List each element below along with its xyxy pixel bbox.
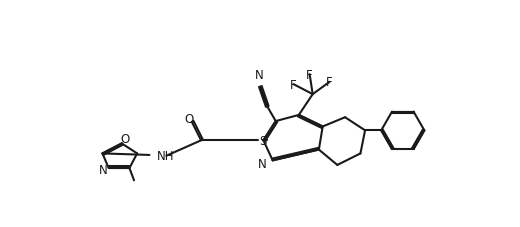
Text: O: O [184, 113, 193, 126]
Text: N: N [99, 163, 108, 176]
Text: S: S [259, 134, 266, 147]
Text: N: N [255, 69, 264, 82]
Text: F: F [327, 76, 333, 89]
Text: F: F [290, 78, 297, 91]
Text: N: N [258, 157, 267, 170]
Text: F: F [306, 68, 313, 81]
Text: O: O [120, 133, 129, 146]
Text: NH: NH [157, 150, 175, 163]
